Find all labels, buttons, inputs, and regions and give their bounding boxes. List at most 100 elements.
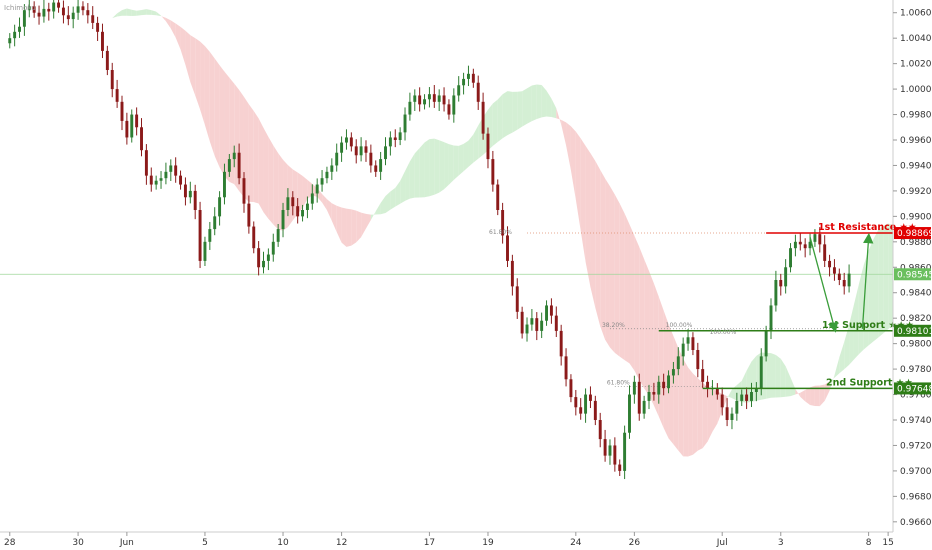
cloud-segment bbox=[551, 98, 557, 119]
candle-body bbox=[42, 8, 46, 17]
cloud-segment bbox=[200, 41, 205, 126]
cloud-segment bbox=[780, 358, 786, 398]
candle-body bbox=[232, 152, 236, 160]
support1-price-tag: 0.98101 bbox=[897, 327, 932, 337]
time-axis[interactable]: 28 30 Jun 5 10 12 17 19 24 26 Jul 3 8 15 bbox=[4, 532, 894, 548]
cloud-segment bbox=[146, 9, 152, 15]
candle-body bbox=[832, 267, 836, 274]
time-tick-label: 30 bbox=[72, 538, 84, 548]
candle-body bbox=[179, 175, 183, 185]
candle-body bbox=[374, 165, 378, 172]
fib-label: 61.80% bbox=[607, 379, 630, 386]
cloud-segment bbox=[370, 211, 376, 221]
cloud-segment bbox=[541, 85, 547, 118]
fib-label: 38.20% bbox=[602, 322, 625, 329]
cloud-segment bbox=[517, 91, 523, 130]
cloud-segment bbox=[473, 125, 479, 163]
price-tick-label: 1.00200 bbox=[900, 60, 932, 70]
candle-body bbox=[564, 356, 568, 380]
cloud-segment bbox=[580, 138, 586, 262]
candle-body bbox=[101, 31, 104, 51]
cloud-segment bbox=[209, 51, 215, 156]
price-tick-label: 1.00400 bbox=[900, 34, 932, 44]
candle-body bbox=[603, 439, 607, 456]
candle-body bbox=[545, 305, 548, 321]
candle-body bbox=[227, 159, 231, 172]
cloud-segment bbox=[834, 357, 840, 378]
candle-body bbox=[427, 94, 431, 100]
cloud-segment bbox=[356, 210, 362, 243]
candle-body bbox=[789, 248, 792, 268]
candle-body bbox=[676, 356, 680, 370]
candle-body bbox=[296, 206, 300, 217]
cloud-segment bbox=[624, 213, 630, 364]
candle-body bbox=[37, 12, 41, 17]
cloud-segment bbox=[697, 378, 703, 451]
support-1-label: 1st Support ★★★ bbox=[822, 320, 914, 331]
price-tags: 0.98869 0.98545 0.98101 0.97648 bbox=[894, 227, 932, 395]
cloud-segment bbox=[131, 9, 137, 16]
support2-price-tag-bg bbox=[894, 382, 931, 395]
cloud-segment bbox=[844, 324, 850, 370]
cloud-segment bbox=[668, 324, 674, 445]
projection-up-arrow bbox=[861, 232, 874, 329]
candle-body bbox=[657, 381, 661, 395]
candle-body bbox=[828, 260, 832, 268]
fib-label: 100.00% bbox=[666, 322, 693, 329]
candle-body bbox=[745, 394, 749, 401]
cloud-segment bbox=[375, 203, 381, 215]
candle-body bbox=[330, 165, 334, 172]
candle-body bbox=[369, 152, 373, 166]
candle-body bbox=[18, 26, 21, 32]
candle-body bbox=[774, 280, 778, 306]
annotations: 1st Resistance ★★ 1st Support ★★★ 2nd Supp… bbox=[489, 222, 917, 390]
fib-label: 61.80% bbox=[489, 229, 512, 236]
candle-body bbox=[388, 137, 392, 147]
cloud-segment bbox=[458, 143, 464, 176]
cloud-segment bbox=[224, 71, 230, 182]
cloud-segment bbox=[341, 207, 347, 247]
cloud-segment bbox=[156, 11, 162, 17]
cloud-segment bbox=[268, 136, 274, 225]
candle-body bbox=[140, 127, 143, 151]
candle-body bbox=[798, 241, 802, 245]
cloud-segment bbox=[331, 203, 337, 233]
cloud-segment bbox=[121, 8, 127, 16]
time-tick-label: 19 bbox=[482, 538, 494, 548]
candle-body bbox=[584, 394, 588, 414]
cloud-segment bbox=[151, 10, 157, 16]
candle-body bbox=[593, 400, 597, 420]
candle-body bbox=[559, 330, 563, 357]
cloud-segment bbox=[395, 180, 401, 207]
resistance-price-tag: 0.98869 bbox=[897, 229, 932, 239]
candle-body bbox=[618, 464, 622, 471]
candle-body bbox=[66, 15, 70, 20]
cloud-segment bbox=[195, 38, 201, 110]
candle-body bbox=[144, 150, 148, 176]
candle-body bbox=[686, 337, 690, 344]
candle-body bbox=[452, 95, 456, 115]
cloud-segment bbox=[824, 381, 830, 401]
cloud-segment bbox=[175, 23, 181, 50]
candle-body bbox=[125, 120, 129, 138]
candle-body bbox=[750, 392, 753, 401]
price-tick-label: 1.00600 bbox=[900, 9, 932, 19]
candle-body bbox=[354, 146, 358, 156]
candle-body bbox=[315, 184, 319, 194]
candle-body bbox=[169, 165, 173, 172]
time-tick-label: 3 bbox=[778, 538, 784, 548]
candle-body bbox=[403, 114, 407, 133]
candle-body bbox=[208, 229, 212, 242]
candle-body bbox=[759, 356, 763, 389]
candle-body bbox=[637, 381, 641, 414]
candle-body bbox=[706, 381, 710, 389]
cloud-segment bbox=[575, 131, 581, 231]
cloud-segment bbox=[605, 178, 610, 348]
candle-body bbox=[769, 305, 773, 331]
candle-body bbox=[223, 171, 226, 198]
